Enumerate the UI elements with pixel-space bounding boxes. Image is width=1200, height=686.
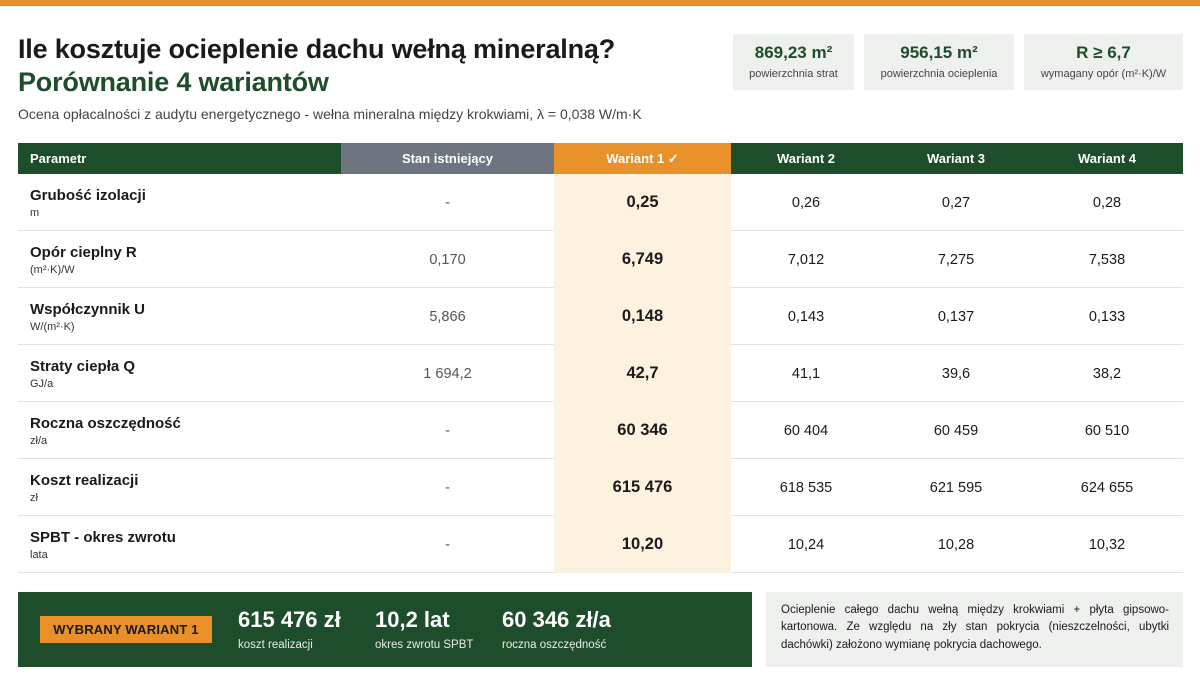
param-name: Współczynnik U: [30, 300, 146, 318]
param-unit: m: [30, 206, 40, 219]
comparison-table: Parametr Stan istniejący Wariant 1 ✓ War…: [18, 143, 1183, 573]
summary-label: roczna oszczędność: [502, 639, 607, 651]
existing-value: -: [445, 194, 450, 211]
table-header-row: Parametr Stan istniejący Wariant 1 ✓ War…: [18, 143, 1183, 174]
variant-4-value: 38,2: [1092, 365, 1122, 382]
stat-card-loss-area: 869,23 m² powierzchnia strat: [733, 34, 854, 90]
variant-2-value: 618 535: [779, 479, 833, 496]
summary-value: 615 476 zł: [238, 607, 341, 632]
table-row: Straty ciepła Q GJ/a 1 694,2 42,7 41,1 3…: [18, 345, 1183, 402]
variant-1-value: 60 346: [554, 402, 731, 459]
param-name: Roczna oszczędność: [30, 414, 181, 432]
param-name: Opór cieplny R: [30, 243, 137, 261]
param-unit: zł: [30, 491, 38, 504]
existing-value: 5,866: [429, 308, 466, 325]
variant-2-value: 10,24: [787, 536, 825, 553]
column-header-parameter: Parametr: [18, 143, 341, 174]
variant-4-value: 624 655: [1080, 479, 1134, 496]
column-header-variant-2: Wariant 2: [731, 143, 881, 174]
table-row: Współczynnik U W/(m²·K) 5,866 0,148 0,14…: [18, 288, 1183, 345]
existing-value: 0,170: [429, 251, 466, 268]
info-note: Ocieplenie całego dachu wełną między kro…: [766, 592, 1183, 667]
param-unit: W/(m²·K): [30, 320, 75, 333]
variant-1-value: 615 476: [554, 459, 731, 516]
existing-value: 1 694,2: [423, 365, 472, 382]
summary-label: koszt realizacji: [238, 639, 313, 651]
variant-2-value: 0,26: [791, 194, 821, 211]
existing-value: -: [445, 422, 450, 439]
param-cell: Współczynnik U W/(m²·K): [18, 288, 341, 345]
variant-3-value: 10,28: [937, 536, 975, 553]
existing-value: -: [445, 536, 450, 553]
table-row: Opór cieplny R (m²·K)/W 0,170 6,749 7,01…: [18, 231, 1183, 288]
page-title: Ile kosztuje ocieplenie dachu wełną mine…: [18, 34, 615, 64]
param-name: Straty ciepła Q: [30, 357, 136, 375]
variant-1-value: 10,20: [554, 516, 731, 573]
variant-1-value: 0,148: [554, 288, 731, 345]
variant-4-value: 0,28: [1092, 194, 1122, 211]
existing-value: -: [445, 479, 450, 496]
param-cell: Grubość izolacji m: [18, 174, 341, 231]
variant-2-value: 7,012: [787, 251, 825, 268]
table-row: Koszt realizacji zł - 615 476 618 535 62…: [18, 459, 1183, 516]
variant-3-value: 39,6: [941, 365, 971, 382]
variant-1-value: 0,25: [554, 174, 731, 231]
column-header-existing: Stan istniejący: [341, 143, 554, 174]
page-subtitle-title: Porównanie 4 wariantów: [18, 67, 329, 97]
table-row: Roczna oszczędność zł/a - 60 346 60 404 …: [18, 402, 1183, 459]
param-unit: GJ/a: [30, 377, 54, 390]
stat-value: 956,15 m²: [900, 43, 978, 62]
summary-value: 60 346 zł/a: [502, 607, 611, 632]
variant-3-value: 0,137: [937, 308, 975, 325]
column-header-variant-3: Wariant 3: [881, 143, 1031, 174]
stat-label: powierzchnia ocieplenia: [880, 68, 998, 80]
summary-savings: 60 346 zł/a roczna oszczędność: [502, 607, 611, 651]
variant-3-value: 0,27: [941, 194, 971, 211]
param-unit: zł/a: [30, 434, 48, 447]
summary-cost: 615 476 zł koszt realizacji: [238, 607, 341, 651]
variant-2-value: 60 404: [783, 422, 829, 439]
variant-4-value: 0,133: [1088, 308, 1126, 325]
param-unit: (m²·K)/W: [30, 263, 75, 276]
top-accent-bar: [0, 0, 1200, 6]
variant-3-value: 60 459: [933, 422, 979, 439]
stat-card-insulation-area: 956,15 m² powierzchnia ocieplenia: [864, 34, 1014, 90]
stat-label: wymagany opór (m²·K)/W: [1040, 68, 1167, 80]
param-name: SPBT - okres zwrotu: [30, 528, 176, 546]
param-cell: Koszt realizacji zł: [18, 459, 341, 516]
variant-1-value: 6,749: [554, 231, 731, 288]
param-cell: Opór cieplny R (m²·K)/W: [18, 231, 341, 288]
variant-1-value: 42,7: [554, 345, 731, 402]
stat-label: powierzchnia strat: [749, 68, 838, 80]
summary-label: okres zwrotu SPBT: [375, 639, 474, 651]
variant-3-value: 621 595: [929, 479, 983, 496]
column-header-variant-4: Wariant 4: [1031, 143, 1183, 174]
page-description: Ocena opłacalności z audytu energetyczne…: [18, 106, 642, 122]
summary-value: 10,2 lat: [375, 607, 450, 632]
stat-value: R ≥ 6,7: [1076, 43, 1131, 62]
column-header-variant-1: Wariant 1 ✓: [554, 143, 731, 174]
table-row: Grubość izolacji m - 0,25 0,26 0,27 0,28: [18, 174, 1183, 231]
variant-4-value: 10,32: [1088, 536, 1126, 553]
selected-variant-badge: WYBRANY WARIANT 1: [40, 616, 212, 643]
stat-value: 869,23 m²: [754, 43, 833, 62]
variant-3-value: 7,275: [937, 251, 975, 268]
param-name: Grubość izolacji: [30, 186, 146, 204]
selected-variant-summary: WYBRANY WARIANT 1 615 476 zł koszt reali…: [18, 592, 752, 667]
param-name: Koszt realizacji: [30, 471, 139, 489]
variant-4-value: 7,538: [1088, 251, 1126, 268]
summary-payback: 10,2 lat okres zwrotu SPBT: [375, 607, 473, 651]
param-cell: SPBT - okres zwrotu lata: [18, 516, 341, 573]
table-row: SPBT - okres zwrotu lata - 10,20 10,24 1…: [18, 516, 1183, 573]
param-cell: Straty ciepła Q GJ/a: [18, 345, 341, 402]
stat-card-required-resistance: R ≥ 6,7 wymagany opór (m²·K)/W: [1024, 34, 1183, 90]
variant-2-value: 41,1: [791, 365, 821, 382]
variant-4-value: 60 510: [1084, 422, 1130, 439]
param-cell: Roczna oszczędność zł/a: [18, 402, 341, 459]
param-unit: lata: [30, 548, 48, 561]
variant-2-value: 0,143: [787, 308, 825, 325]
